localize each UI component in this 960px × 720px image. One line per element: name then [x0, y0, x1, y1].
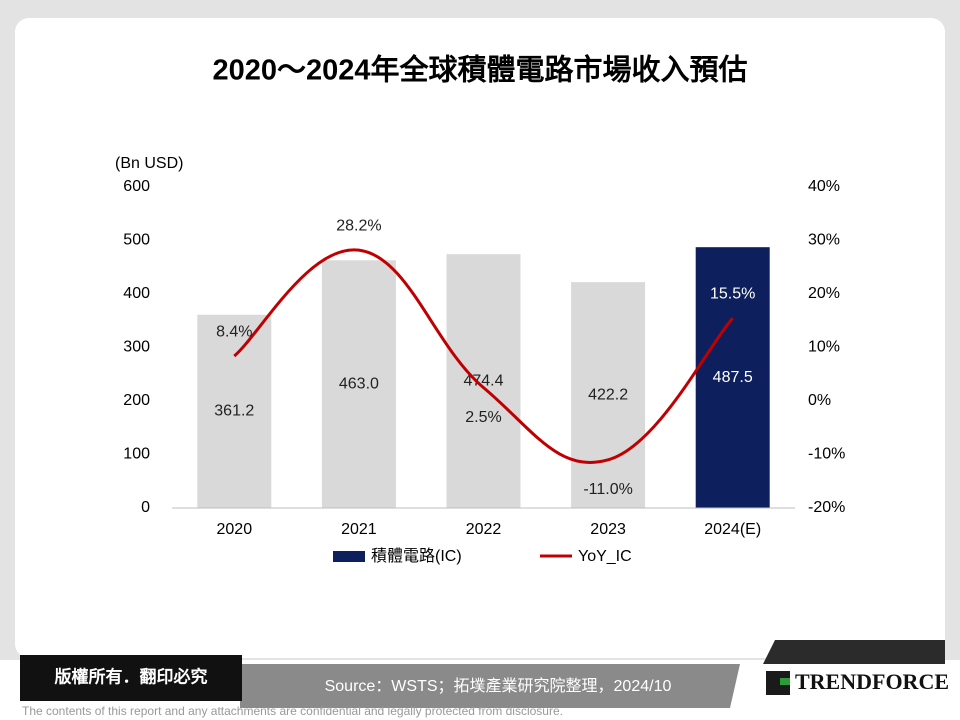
y-tick-label: 0 — [141, 499, 150, 516]
logo-band — [763, 640, 945, 664]
source-text: Source：WSTS；拓墣產業研究院整理，2024/10 — [325, 677, 672, 695]
logo-mark-accent — [780, 678, 790, 685]
bar-value-label: 361.2 — [214, 403, 254, 420]
chart-title: 2020～2024年全球積體電路市場收入預估 — [212, 53, 747, 87]
bar-value-label: 422.2 — [588, 386, 628, 403]
bar-value-label: 487.5 — [713, 369, 753, 386]
legend-label: YoY_IC — [578, 548, 632, 565]
line-value-label: -11.0% — [583, 481, 633, 498]
brand-text: TRENDFORCE — [795, 669, 949, 694]
x-tick-label: 2024(E) — [704, 521, 761, 538]
x-tick-label: 2023 — [590, 521, 626, 538]
line-value-label: 28.2% — [336, 217, 381, 234]
y2-tick-label: 10% — [808, 339, 840, 356]
bar-value-label: 463.0 — [339, 375, 379, 392]
bar — [197, 314, 272, 508]
y2-tick-label: -10% — [808, 446, 845, 463]
y2-tick-label: 30% — [808, 232, 840, 249]
x-tick-label: 2022 — [466, 521, 502, 538]
y2-tick-label: 20% — [808, 285, 840, 302]
disclaimer: The contents of this report and any atta… — [22, 704, 563, 718]
rights-box — [20, 655, 242, 701]
bar — [321, 260, 396, 508]
y2-tick-label: 0% — [808, 392, 831, 409]
y2-tick-label: -20% — [808, 499, 845, 516]
line-value-label: 8.4% — [216, 323, 252, 340]
rights-text: 版權所有．翻印必究 — [55, 666, 208, 686]
y-tick-label: 300 — [123, 339, 150, 356]
yoy-line — [233, 248, 734, 464]
line-value-label: 15.5% — [710, 285, 755, 302]
source-band — [240, 664, 740, 708]
y-tick-label: 200 — [123, 392, 150, 409]
legend-label: 積體電路(IC) — [371, 547, 462, 565]
y-tick-label: 100 — [123, 446, 150, 463]
legend-swatch — [333, 551, 365, 562]
y-tick-label: 400 — [123, 285, 150, 302]
bar — [446, 254, 521, 508]
y-tick-label: 600 — [123, 178, 150, 195]
y2-tick-label: 40% — [808, 178, 840, 195]
y-axis-label: (Bn USD) — [115, 155, 183, 172]
y-tick-label: 500 — [123, 232, 150, 249]
bar — [695, 247, 770, 508]
bar — [571, 282, 646, 508]
line-value-label: 2.5% — [465, 409, 501, 426]
x-tick-label: 2020 — [217, 521, 253, 538]
x-tick-label: 2021 — [341, 521, 377, 538]
